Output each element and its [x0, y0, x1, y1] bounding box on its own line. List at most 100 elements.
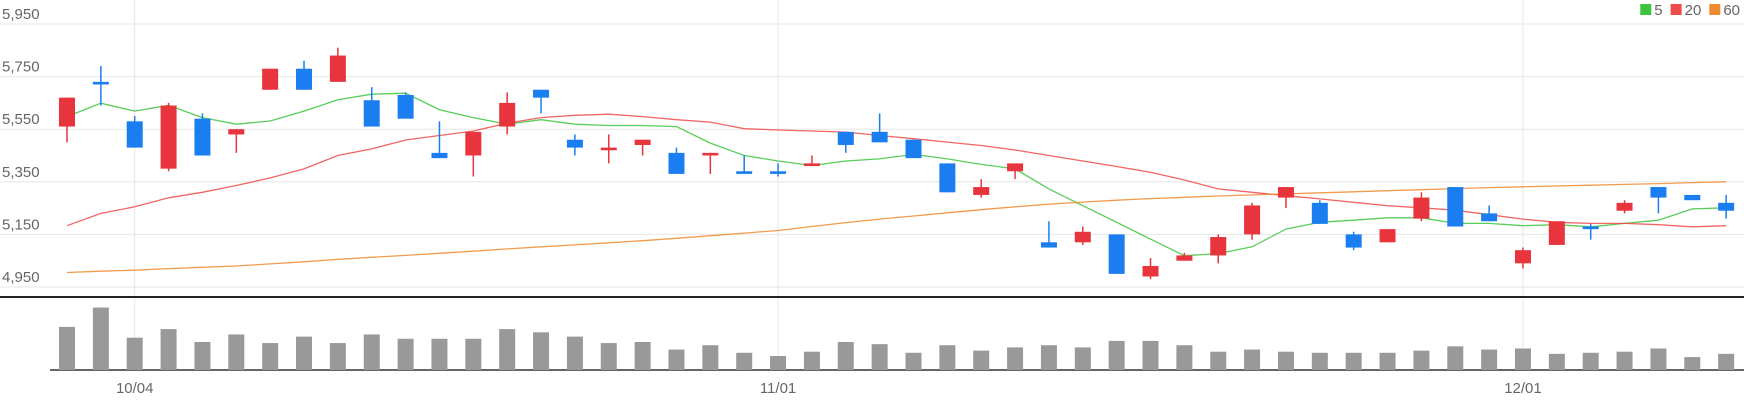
volume-bar: [1074, 347, 1091, 370]
volume-bar: [973, 350, 990, 370]
candle-body: [1142, 265, 1159, 277]
volume-bar: [1108, 340, 1125, 370]
candle-body: [329, 55, 346, 82]
candle-body: [1548, 221, 1565, 245]
candle-body: [770, 171, 787, 174]
volume-bar: [770, 356, 787, 370]
volume-bar: [1040, 345, 1057, 370]
volume-bar: [92, 307, 109, 370]
candle-body: [126, 121, 143, 148]
volume-bar: [59, 326, 75, 370]
y-tick-label: 5,550: [2, 111, 40, 128]
ma-line: [66, 113, 1727, 228]
candle-body: [1108, 234, 1125, 274]
volume-bar: [871, 344, 888, 370]
candle-body: [1244, 205, 1261, 235]
volume-bar: [228, 334, 245, 370]
volume-bar: [194, 342, 211, 370]
candle-body: [600, 147, 617, 151]
volume-bar: [1345, 352, 1362, 370]
y-tick-label: 5,150: [2, 216, 40, 233]
ma-line: [66, 181, 1727, 274]
volume-bar: [668, 349, 685, 370]
candle-body: [905, 139, 922, 159]
candle-body: [939, 163, 956, 193]
volume-bar: [1413, 350, 1430, 370]
volume-bar: [1548, 353, 1565, 370]
volume-bar: [1481, 349, 1498, 370]
y-tick-label: 5,750: [2, 59, 40, 76]
candle-body: [1345, 234, 1362, 248]
candle-body: [194, 118, 211, 156]
volume-bar: [837, 342, 854, 370]
candle-body: [160, 105, 177, 169]
candle-body: [668, 152, 685, 174]
volume-bar: [296, 336, 313, 370]
volume-bar: [1277, 351, 1294, 370]
candle-body: [837, 131, 854, 145]
volume-bar: [1379, 352, 1396, 370]
candle-body: [1074, 231, 1091, 243]
candle-body: [363, 100, 380, 127]
candle-body: [499, 102, 516, 127]
candle-body: [634, 139, 651, 145]
candle-body: [1176, 255, 1193, 261]
legend-label: 5: [1654, 2, 1662, 19]
candle-body: [1210, 237, 1227, 256]
candle-body: [803, 163, 820, 167]
volume-bar: [600, 343, 617, 370]
volume-bar: [1311, 352, 1328, 370]
x-tick-label: 11/01: [760, 380, 796, 397]
volume-bar: [803, 351, 820, 370]
volume-bar: [1210, 351, 1227, 370]
legend-swatch: [1709, 4, 1721, 15]
volume-bar: [431, 338, 448, 370]
candle-body: [1582, 226, 1599, 230]
candle-body: [533, 89, 550, 98]
candle-body: [1514, 250, 1531, 264]
candle-body: [1481, 213, 1498, 222]
candle-body: [1447, 187, 1464, 227]
volume-bar: [1718, 353, 1735, 370]
volume-bar: [465, 338, 482, 370]
volume-bar: [1142, 340, 1159, 370]
volume-bar: [1176, 345, 1193, 370]
candle-body: [736, 171, 753, 174]
ma-line: [66, 92, 1727, 257]
volume-bar: [533, 332, 550, 370]
candle-body: [1616, 202, 1633, 211]
candle-body: [702, 152, 719, 156]
volume-bar: [1514, 348, 1531, 370]
volume-bar: [363, 334, 380, 370]
legend-label: 20: [1685, 2, 1702, 19]
volume-bar: [1007, 347, 1024, 370]
candle-body: [871, 131, 888, 143]
volume-bar: [702, 345, 719, 370]
candle-body: [1413, 197, 1430, 219]
y-tick-label: 4,950: [2, 269, 40, 286]
candle-body: [1650, 187, 1667, 198]
volume-bar: [262, 343, 279, 370]
candle-body: [228, 129, 245, 135]
candle-body: [1311, 202, 1328, 224]
candle-body: [1684, 194, 1701, 201]
volume-bar: [1650, 348, 1667, 370]
x-tick-label: 10/04: [116, 380, 154, 397]
volume-bar: [499, 329, 516, 370]
candle-body: [1040, 242, 1057, 248]
candle-body: [1718, 202, 1735, 211]
volume-bar: [160, 329, 177, 370]
candle-body: [92, 81, 109, 85]
volume-bar: [1684, 357, 1701, 370]
candle-body: [465, 131, 482, 156]
volume-bar: [566, 336, 583, 370]
candle-body: [431, 152, 448, 159]
candle-body: [59, 97, 75, 127]
y-tick-label: 5,950: [2, 6, 40, 23]
y-tick-label: 5,350: [2, 164, 40, 181]
candle-body: [1379, 229, 1396, 243]
candle-body: [1007, 163, 1024, 172]
legend-swatch: [1640, 4, 1652, 15]
volume-bar: [397, 338, 414, 370]
candle-body: [397, 95, 414, 119]
